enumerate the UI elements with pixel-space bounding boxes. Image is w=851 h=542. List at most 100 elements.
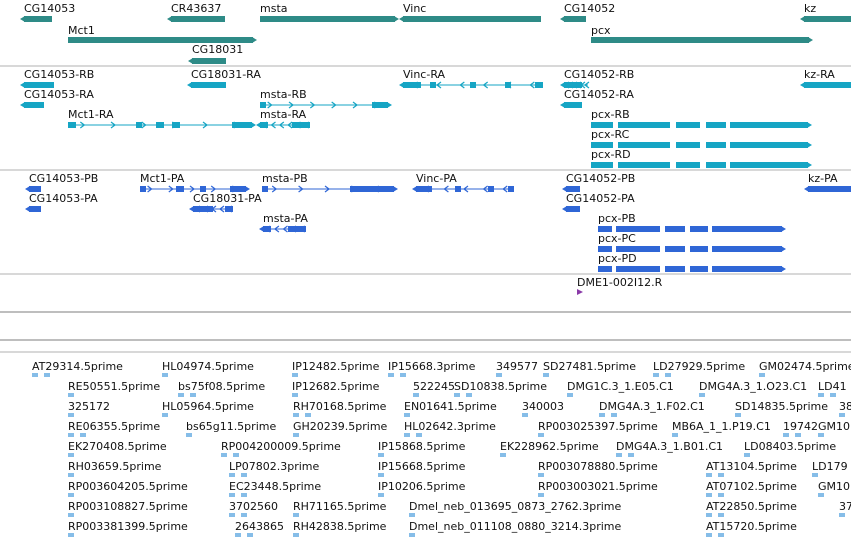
protein-segment[interactable]: [566, 186, 580, 192]
est-feature[interactable]: [759, 373, 765, 377]
est-feature[interactable]: [718, 493, 724, 497]
transcript-exon[interactable]: [172, 122, 180, 128]
transcript-exon[interactable]: [564, 102, 582, 108]
est-feature[interactable]: [599, 413, 605, 417]
est-feature[interactable]: [388, 373, 394, 377]
est-feature[interactable]: [68, 493, 74, 497]
transcript-exon[interactable]: [430, 82, 436, 88]
est-feature[interactable]: [68, 433, 74, 437]
est-feature[interactable]: [409, 513, 415, 517]
gene-feature[interactable]: [24, 16, 52, 22]
est-feature[interactable]: [538, 433, 544, 437]
est-feature[interactable]: [830, 393, 836, 397]
protein-segment[interactable]: [29, 206, 41, 212]
est-feature[interactable]: [305, 413, 311, 417]
transcript-exon[interactable]: [292, 122, 310, 128]
est-feature[interactable]: [706, 473, 712, 477]
gene-feature[interactable]: [403, 16, 541, 22]
est-feature[interactable]: [718, 473, 724, 477]
est-feature[interactable]: [293, 413, 299, 417]
est-feature[interactable]: [706, 513, 712, 517]
protein-segment[interactable]: [508, 186, 514, 192]
transcript-exon[interactable]: [564, 82, 582, 88]
transcript-exon[interactable]: [372, 102, 388, 108]
est-feature[interactable]: [718, 513, 724, 517]
est-feature[interactable]: [186, 433, 192, 437]
protein-segment[interactable]: [616, 246, 660, 252]
transcript-exon[interactable]: [618, 122, 670, 128]
est-feature[interactable]: [818, 493, 824, 497]
protein-segment[interactable]: [200, 186, 206, 192]
est-feature[interactable]: [235, 533, 241, 537]
est-feature[interactable]: [706, 493, 712, 497]
protein-segment[interactable]: [712, 266, 782, 272]
est-feature[interactable]: [706, 533, 712, 537]
est-feature[interactable]: [538, 473, 544, 477]
transcript-exon[interactable]: [730, 162, 808, 168]
protein-segment[interactable]: [808, 186, 851, 192]
transcript-exon[interactable]: [706, 122, 726, 128]
est-feature[interactable]: [32, 373, 38, 377]
est-feature[interactable]: [812, 473, 818, 477]
est-feature[interactable]: [466, 393, 472, 397]
est-feature[interactable]: [293, 433, 299, 437]
protein-segment[interactable]: [262, 186, 268, 192]
gene-feature[interactable]: [591, 37, 809, 43]
protein-segment[interactable]: [29, 186, 41, 192]
est-feature[interactable]: [241, 493, 247, 497]
est-feature[interactable]: [404, 413, 410, 417]
protein-segment[interactable]: [616, 266, 660, 272]
est-feature[interactable]: [68, 413, 74, 417]
transcript-exon[interactable]: [470, 82, 476, 88]
est-feature[interactable]: [241, 473, 247, 477]
protein-segment[interactable]: [712, 246, 782, 252]
est-feature[interactable]: [400, 373, 406, 377]
est-feature[interactable]: [616, 453, 622, 457]
protein-segment[interactable]: [598, 266, 612, 272]
est-feature[interactable]: [190, 393, 196, 397]
transcript-exon[interactable]: [24, 102, 44, 108]
est-feature[interactable]: [818, 433, 824, 437]
protein-segment[interactable]: [288, 226, 306, 232]
protein-segment[interactable]: [566, 206, 580, 212]
protein-segment[interactable]: [416, 186, 432, 192]
est-feature[interactable]: [653, 373, 659, 377]
transcript-exon[interactable]: [68, 122, 76, 128]
protein-segment[interactable]: [230, 186, 246, 192]
transcript-exon[interactable]: [730, 122, 808, 128]
est-feature[interactable]: [839, 413, 845, 417]
est-feature[interactable]: [404, 433, 410, 437]
est-feature[interactable]: [68, 533, 74, 537]
protein-segment[interactable]: [176, 186, 184, 192]
est-feature[interactable]: [293, 533, 299, 537]
gene-feature[interactable]: [192, 58, 226, 64]
est-feature[interactable]: [628, 453, 634, 457]
est-feature[interactable]: [543, 373, 549, 377]
est-feature[interactable]: [233, 453, 239, 457]
est-feature[interactable]: [241, 513, 247, 517]
est-feature[interactable]: [538, 493, 544, 497]
transcript-exon[interactable]: [136, 122, 142, 128]
gene-feature[interactable]: [260, 16, 395, 22]
transcript-exon[interactable]: [730, 142, 808, 148]
gene-feature[interactable]: [564, 16, 586, 22]
est-feature[interactable]: [718, 533, 724, 537]
est-feature[interactable]: [162, 413, 168, 417]
transcript-exon[interactable]: [591, 142, 613, 148]
est-feature[interactable]: [80, 433, 86, 437]
est-feature[interactable]: [293, 513, 299, 517]
est-feature[interactable]: [783, 433, 789, 437]
transcript-exon[interactable]: [706, 162, 726, 168]
est-feature[interactable]: [416, 433, 422, 437]
est-feature[interactable]: [818, 393, 824, 397]
est-feature[interactable]: [378, 453, 384, 457]
est-feature[interactable]: [229, 493, 235, 497]
protein-segment[interactable]: [712, 226, 782, 232]
est-feature[interactable]: [178, 393, 184, 397]
est-feature[interactable]: [229, 513, 235, 517]
protein-segment[interactable]: [598, 226, 612, 232]
protein-segment[interactable]: [455, 186, 461, 192]
gene-feature[interactable]: [171, 16, 225, 22]
est-feature[interactable]: [68, 453, 74, 457]
